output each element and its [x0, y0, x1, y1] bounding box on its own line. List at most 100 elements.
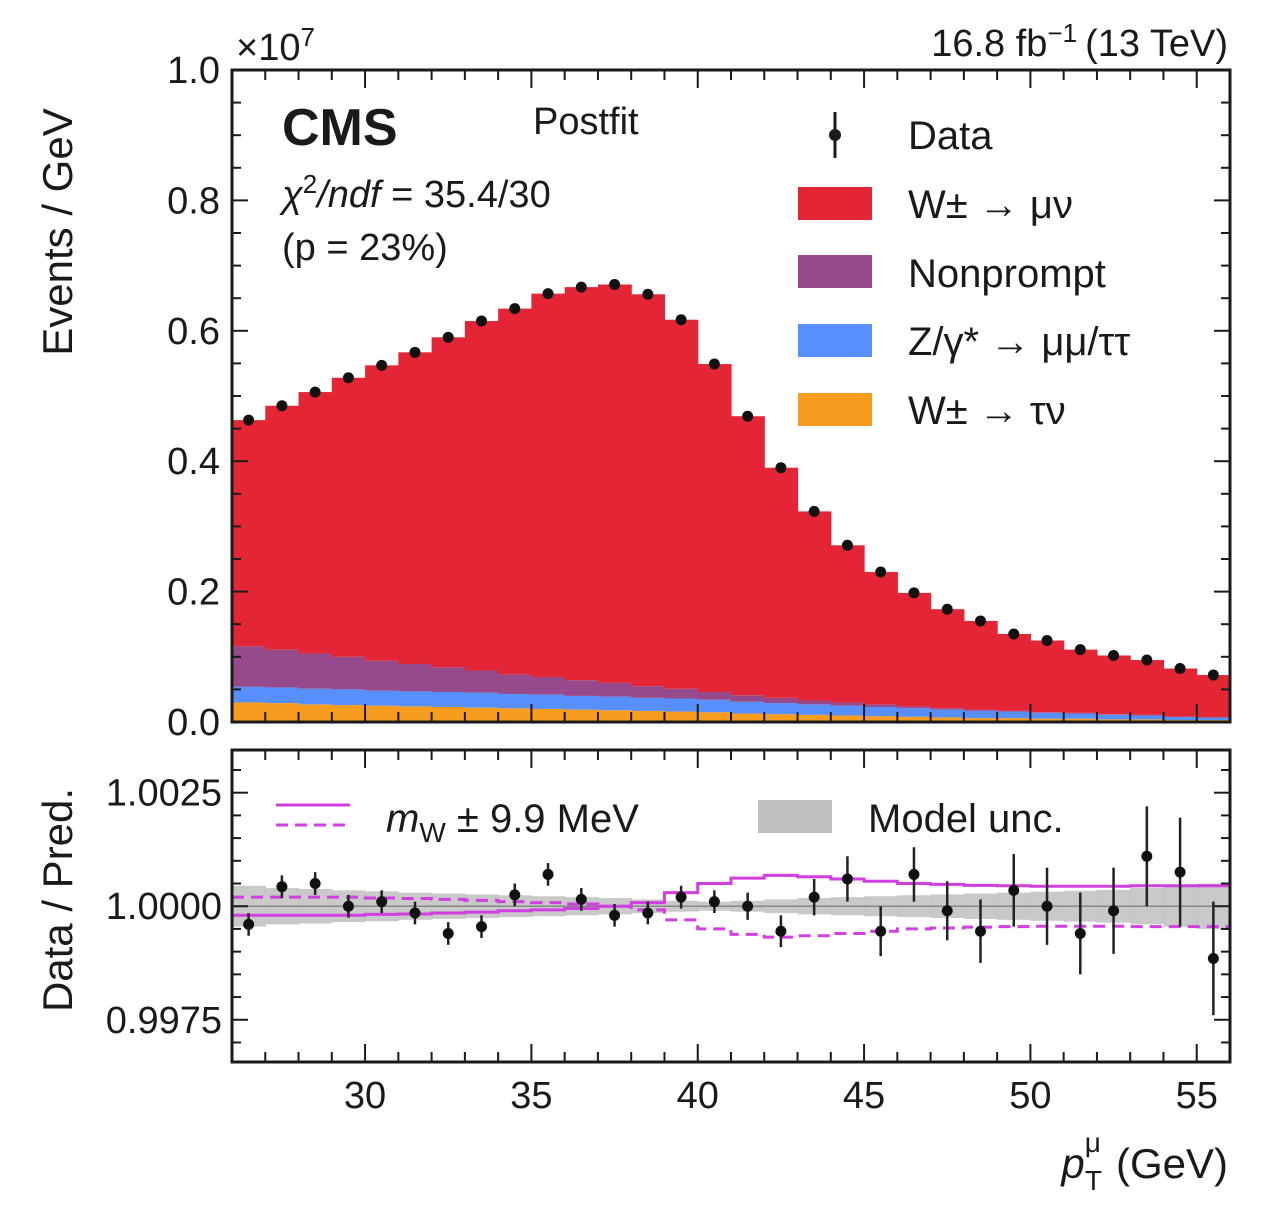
x-axis-title-unit: (GeV): [1116, 1140, 1228, 1187]
bar-nonprompt-15: [731, 695, 765, 702]
chi2-ndf: /ndf: [314, 174, 384, 216]
ratio-y-tick-label: 1.0000: [106, 886, 222, 928]
bar-z-2: [298, 688, 333, 705]
ratio-point-13: [675, 891, 687, 903]
bar-nonprompt-14: [697, 692, 732, 700]
bar-w-7: [464, 707, 499, 722]
data-points: [243, 279, 1219, 681]
bar-w-3: [331, 377, 366, 657]
y-multiplier-exponent: 7: [300, 22, 314, 52]
bar-z-19: [864, 707, 898, 717]
bar-z-23: [997, 711, 1031, 719]
data-point-29: [1207, 669, 1219, 681]
ratio-y-tick-label: 1.0025: [106, 773, 222, 815]
p-value-label: (p = 23%): [282, 227, 448, 269]
x-tick-label: 45: [843, 1075, 885, 1117]
x-tick-label: 55: [1176, 1075, 1218, 1117]
ratio-point-10: [575, 893, 587, 905]
bar-z-16: [764, 703, 799, 715]
x-tick-label: 40: [677, 1075, 719, 1117]
ratio-y-tick-labels: 0.9975 1.0000 1.0025: [106, 773, 222, 1042]
bar-nonprompt-2: [298, 653, 333, 689]
data-point-0: [243, 414, 255, 426]
bar-w-7: [464, 321, 499, 671]
bar-w-17: [797, 714, 832, 722]
ratio-point-8: [509, 889, 521, 901]
data-point-1: [276, 400, 288, 412]
x-tick-label: 50: [1009, 1075, 1051, 1117]
bar-nonprompt-25: [1063, 712, 1098, 714]
ratio-point-27: [1141, 850, 1153, 862]
data-point-27: [1141, 654, 1153, 666]
ratio-y-axis-title: Data / Pred.: [34, 788, 81, 1012]
chi2-value: = 35.4/30: [381, 174, 551, 216]
bar-z-1: [265, 687, 300, 704]
bar-nonprompt-11: [597, 682, 632, 697]
bar-z-13: [664, 698, 699, 712]
bar-nonprompt-0: [232, 646, 266, 687]
legend-entry-data: Data: [829, 112, 993, 158]
top-panel: 0.00.20.40.60.81.0 ×107 16.8 fb−1 (13 TeV…: [34, 18, 1232, 744]
ratio-point-0: [243, 918, 255, 930]
bar-z-10: [564, 695, 599, 710]
bar-w-13: [664, 319, 699, 689]
legend-z-gamma-label: Z/γ* → μμ/ττ: [908, 320, 1130, 364]
bar-z-28: [1163, 716, 1198, 721]
ratio-point-1: [276, 881, 288, 893]
ratio-point-20: [908, 868, 920, 880]
legend-w-taunu-swatch: [798, 393, 872, 426]
bar-nonprompt-24: [1030, 712, 1065, 713]
bar-w-26: [1096, 655, 1131, 715]
bar-w-25: [1063, 718, 1098, 722]
bar-w-4: [365, 365, 399, 661]
data-point-7: [476, 315, 487, 327]
bar-z-21: [930, 709, 965, 718]
bar-nonprompt-18: [830, 702, 865, 706]
legend-w-munu-swatch: [798, 187, 872, 220]
bar-z-25: [1063, 713, 1098, 719]
y-multiplier: ×107: [236, 22, 315, 69]
bar-nonprompt-26: [1096, 714, 1131, 715]
ratio-point-12: [642, 907, 654, 919]
bar-w-11: [597, 284, 632, 683]
legend-entry-w-munu: W± → μν: [798, 183, 1073, 227]
ratio-point-25: [1074, 927, 1086, 939]
bar-w-9: [531, 708, 566, 722]
bar-nonprompt-7: [464, 670, 499, 693]
bar-w-12: [631, 710, 666, 722]
data-point-21: [941, 603, 953, 615]
bar-w-23: [997, 633, 1031, 711]
data-point-4: [376, 359, 388, 371]
top-y-tick-label: 1.0: [167, 50, 220, 92]
bar-z-7: [464, 692, 499, 708]
top-y-axis-title: Events / GeV: [34, 108, 81, 355]
data-point-28: [1174, 663, 1186, 675]
mw-variation-up-line: [232, 873, 1230, 917]
luminosity-label: 16.8 fb−1 (13 TeV): [931, 18, 1228, 65]
bar-w-6: [431, 707, 466, 722]
top-y-tick-label: 0.6: [167, 311, 220, 353]
bar-w-9: [531, 293, 566, 678]
data-point-14: [708, 358, 720, 370]
ratio-point-6: [442, 927, 454, 939]
bar-w-10: [564, 287, 599, 681]
bar-w-28: [1163, 668, 1198, 717]
bar-w-16: [764, 467, 799, 698]
top-y-tick-label: 0.8: [167, 180, 220, 222]
chi2-exponent: 2: [303, 169, 317, 199]
data-point-12: [642, 288, 654, 300]
legend-w-munu-label: W± → μν: [908, 183, 1073, 227]
bar-z-17: [797, 704, 832, 715]
bar-w-23: [997, 718, 1031, 722]
ratio-point-17: [808, 891, 820, 903]
bar-w-2: [298, 704, 333, 722]
bar-nonprompt-22: [963, 709, 998, 711]
ratio-point-5: [409, 907, 421, 919]
mw-variation-down-line: [232, 895, 1230, 939]
bar-nonprompt-8: [498, 674, 532, 694]
bar-z-8: [498, 693, 532, 709]
data-point-8: [509, 303, 521, 315]
ratio-point-16: [775, 925, 787, 937]
top-y-tick-labels: 0.0 0.2 0.4 0.6 0.8 1.0: [167, 50, 220, 744]
data-point-9: [542, 288, 554, 300]
